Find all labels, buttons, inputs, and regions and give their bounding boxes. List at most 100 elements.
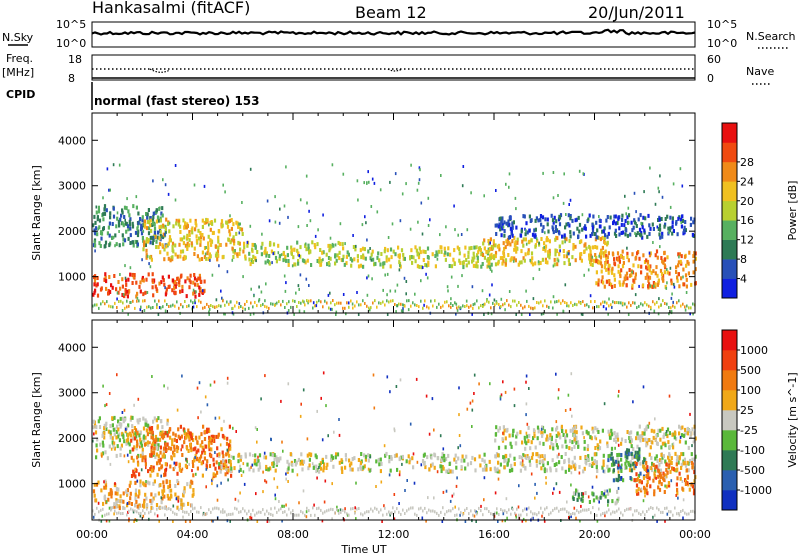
data-cell bbox=[98, 416, 101, 421]
data-cell bbox=[418, 264, 421, 269]
data-cell bbox=[151, 498, 154, 503]
data-cell bbox=[502, 225, 505, 229]
data-cell bbox=[178, 242, 181, 247]
data-cell bbox=[463, 458, 466, 463]
data-cell bbox=[573, 444, 576, 449]
data-cell bbox=[674, 506, 676, 510]
data-cell bbox=[228, 458, 231, 463]
data-cell bbox=[339, 241, 342, 246]
data-cell bbox=[446, 300, 448, 304]
data-cell bbox=[367, 249, 370, 254]
data-cell bbox=[369, 308, 371, 312]
data-cell bbox=[213, 380, 216, 384]
data-cell bbox=[598, 215, 600, 218]
data-cell bbox=[603, 226, 606, 231]
data-cell bbox=[628, 431, 631, 436]
data-cell bbox=[501, 256, 504, 260]
data-cell bbox=[96, 215, 99, 220]
data-cell bbox=[627, 313, 630, 316]
data-cell bbox=[137, 221, 140, 226]
data-cell bbox=[616, 257, 619, 262]
data-cell bbox=[321, 250, 324, 255]
colorbar-segment bbox=[722, 450, 737, 471]
data-cell bbox=[97, 227, 99, 231]
data-cell bbox=[419, 250, 422, 255]
data-cell bbox=[510, 305, 512, 309]
data-cell bbox=[672, 445, 675, 450]
data-cell bbox=[115, 429, 118, 434]
data-cell bbox=[567, 258, 570, 263]
data-cell bbox=[229, 444, 232, 449]
data-cell bbox=[541, 257, 544, 262]
data-cell bbox=[693, 431, 696, 436]
data-cell bbox=[118, 438, 121, 443]
data-cell bbox=[218, 304, 220, 308]
data-cell bbox=[240, 454, 243, 459]
data-cell bbox=[692, 270, 695, 275]
x-tick-label: 00:00 bbox=[679, 528, 711, 541]
data-cell bbox=[568, 511, 570, 515]
data-cell bbox=[94, 512, 96, 516]
data-cell bbox=[301, 467, 304, 472]
data-cell bbox=[630, 430, 633, 435]
data-cell bbox=[215, 460, 218, 465]
data-cell bbox=[628, 507, 630, 511]
data-cell bbox=[654, 271, 657, 276]
data-cell bbox=[181, 453, 184, 457]
data-cell bbox=[472, 303, 475, 307]
data-cell bbox=[663, 250, 666, 255]
data-cell bbox=[175, 281, 178, 286]
data-cell bbox=[154, 434, 158, 439]
data-cell bbox=[375, 459, 378, 464]
data-cell bbox=[514, 511, 516, 515]
data-cell bbox=[511, 225, 514, 230]
data-cell bbox=[544, 217, 547, 222]
data-cell bbox=[388, 300, 390, 304]
data-cell bbox=[115, 287, 118, 292]
data-cell bbox=[626, 305, 628, 309]
data-cell bbox=[141, 215, 144, 220]
data-cell bbox=[164, 224, 167, 229]
data-cell bbox=[680, 433, 684, 438]
data-cell bbox=[266, 305, 268, 309]
data-cell bbox=[666, 434, 669, 439]
data-cell bbox=[504, 308, 506, 312]
data-cell bbox=[460, 233, 463, 236]
data-cell bbox=[217, 434, 220, 439]
data-region-5 bbox=[481, 235, 609, 267]
data-cell bbox=[212, 519, 214, 523]
data-cell bbox=[591, 491, 594, 496]
data-cell bbox=[260, 304, 262, 308]
data-cell bbox=[212, 507, 214, 511]
data-cell bbox=[150, 492, 153, 497]
data-cell bbox=[357, 467, 360, 472]
data-cell bbox=[616, 509, 618, 513]
data-cell bbox=[326, 462, 329, 467]
data-cell bbox=[651, 461, 654, 466]
data-cell bbox=[274, 497, 277, 501]
data-cell bbox=[634, 464, 637, 469]
data-cell bbox=[149, 235, 152, 240]
data-cell bbox=[508, 433, 511, 438]
data-cell bbox=[209, 258, 211, 262]
data-cell bbox=[190, 434, 193, 439]
data-cell bbox=[301, 258, 305, 263]
data-cell bbox=[502, 425, 505, 430]
data-cell bbox=[613, 231, 617, 236]
data-cell bbox=[192, 301, 194, 305]
data-cell bbox=[120, 299, 122, 303]
data-cell bbox=[172, 504, 175, 508]
data-cell bbox=[344, 465, 347, 470]
data-cell bbox=[659, 235, 662, 240]
data-cell bbox=[470, 191, 472, 195]
data-cell bbox=[410, 506, 412, 510]
data-cell bbox=[568, 252, 570, 256]
data-cell bbox=[466, 507, 468, 510]
data-cell bbox=[112, 427, 115, 432]
data-cell bbox=[578, 229, 581, 234]
data-cell bbox=[227, 448, 230, 453]
data-cell bbox=[122, 237, 125, 242]
data-cell bbox=[625, 450, 628, 454]
data-cell bbox=[663, 270, 666, 275]
data-cell bbox=[575, 516, 577, 520]
